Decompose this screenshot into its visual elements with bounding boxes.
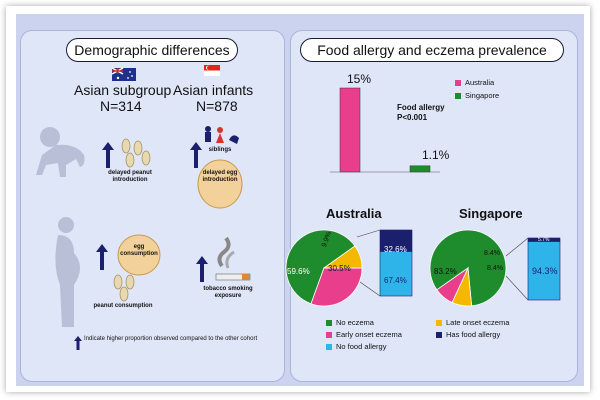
au-pie-early: 30.5%: [328, 264, 351, 273]
cohort-b-name: Asian infants: [173, 82, 254, 98]
label-siblings: siblings: [208, 147, 232, 153]
demographic-title: Demographic differences: [66, 38, 238, 62]
legend-no-food-allergy: No food allergy: [326, 342, 386, 351]
legend-singapore: Singapore: [455, 91, 499, 100]
sg-pie-no-eczema: 83.2%: [434, 267, 457, 276]
bar-singapore: [409, 165, 431, 173]
sg-pie-late: 8.4%: [484, 250, 500, 257]
label-delayed-peanut: delayed peanut introduction: [108, 170, 152, 183]
food-allergy-bar-chart: [330, 87, 440, 173]
legend-early-onset: Early onset eczema: [326, 330, 402, 339]
singapore-eczema-pie: [429, 229, 507, 307]
stat-label: Food allergy: [397, 103, 445, 112]
legend-australia: Australia: [455, 78, 494, 87]
legend-has-food-allergy: Has food allergy: [436, 330, 500, 339]
sg-bar-no-fa: 94.3%: [532, 266, 558, 276]
australia-food-allergy-bar: [379, 229, 413, 297]
singapore-title: Singapore: [459, 206, 523, 221]
australia-flag-icon: [111, 67, 136, 81]
higher-proportion-arrow-icon: [96, 244, 108, 270]
egg-icon: [117, 234, 161, 276]
prevalence-panel: [290, 30, 578, 382]
singapore-food-allergy-bar: [527, 237, 561, 301]
stack-no-food-allergy: [379, 251, 413, 297]
pregnant-woman-silhouette-icon: [55, 217, 80, 327]
sg-pie-early: 8.4%: [487, 265, 503, 272]
cohort-a-n: N=314: [100, 98, 142, 114]
baby-silhouette-icon: [36, 127, 85, 177]
prevalence-title: Food allergy and eczema prevalence: [300, 38, 564, 62]
legend-late-onset: Late onset eczema: [436, 318, 509, 327]
cohort-b-n: N=878: [196, 98, 238, 114]
peanut-icon: [121, 138, 151, 168]
higher-proportion-arrow-icon: [196, 256, 208, 282]
higher-proportion-arrow-icon: [74, 336, 82, 350]
au-bar-has-fa: 32.6%: [384, 245, 407, 254]
cohort-a-name: Asian subgroup: [74, 82, 172, 98]
label-egg-consumption: egg consumption: [120, 244, 158, 257]
peanut-icon: [113, 274, 135, 302]
singapore-flag-icon: [204, 65, 220, 76]
pie-slice-no-eczema: [285, 229, 356, 305]
australia-eczema-pie: [285, 229, 363, 307]
higher-proportion-arrow-icon: [190, 142, 202, 168]
pie-slice-early-onset-eczema: [310, 267, 363, 307]
stack-no-food-allergy: [527, 241, 561, 301]
au-pie-no-eczema: 59.6%: [287, 267, 310, 276]
cigarette-smoke-icon: [215, 236, 251, 281]
au-bar-no-fa: 67.4%: [384, 276, 407, 285]
siblings-icon: [205, 126, 239, 144]
stat-p-value: P<0.001: [397, 113, 428, 122]
label-delayed-egg: delayed egg introduction: [202, 170, 238, 183]
australia-title: Australia: [326, 206, 382, 221]
legend-no-eczema: No eczema: [326, 318, 374, 327]
bar-label-australia: 15%: [347, 72, 372, 86]
footnote: Indicate higher proportion observed comp…: [84, 336, 258, 342]
label-tobacco: tobacco smoking exposure: [203, 286, 253, 299]
higher-proportion-arrow-icon: [102, 142, 114, 168]
label-peanut-consumption: peanut consumption: [93, 303, 153, 309]
bar-australia: [339, 87, 361, 173]
sg-bar-has-fa: 5.7%: [538, 237, 550, 243]
bar-label-singapore: 1.1%: [422, 148, 450, 162]
egg-icon: [197, 159, 243, 209]
pie-slice-early-onset-eczema: [436, 266, 469, 304]
